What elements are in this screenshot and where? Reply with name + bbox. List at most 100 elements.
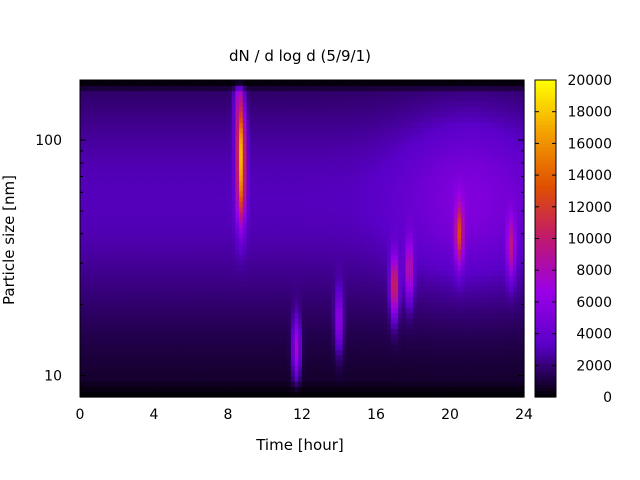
heatmap-cell [139, 185, 144, 192]
heatmap-cell [320, 254, 325, 261]
heatmap-cell [279, 116, 285, 123]
heatmap-cell [320, 317, 325, 324]
heatmap-cell [342, 296, 347, 303]
heatmap-cell [353, 217, 359, 224]
heatmap-cell [179, 301, 185, 308]
heatmap-cell [276, 275, 281, 282]
heatmap-cell [261, 386, 266, 393]
heatmap-cell [109, 270, 114, 277]
heatmap-cell [205, 381, 211, 388]
heatmap-cell [376, 275, 381, 282]
heatmap-cell [309, 301, 314, 308]
heatmap-cell [198, 270, 203, 277]
heatmap-cell [117, 317, 122, 324]
heatmap-cell [161, 127, 166, 134]
heatmap-cell [339, 180, 344, 187]
heatmap-cell [257, 360, 262, 366]
heatmap-cell [246, 217, 251, 224]
heatmap-cell [324, 106, 329, 113]
heatmap-cell [320, 85, 325, 92]
heatmap-cell [91, 122, 96, 129]
heatmap-cell [168, 80, 174, 86]
heatmap-cell [113, 106, 118, 113]
heatmap-cell [161, 249, 166, 255]
heatmap-cell [250, 227, 255, 234]
heatmap-cell [209, 243, 214, 250]
heatmap-cell [276, 291, 281, 298]
heatmap-cell [113, 201, 118, 208]
heatmap-cell [246, 143, 251, 150]
heatmap-cell [228, 344, 233, 351]
heatmap-cell [154, 101, 159, 108]
heatmap-cell [279, 301, 285, 308]
heatmap-cell [305, 206, 310, 213]
heatmap-cell [357, 106, 362, 113]
heatmap-cell [294, 254, 299, 261]
heatmap-cell [165, 360, 170, 366]
heatmap-cell [350, 233, 355, 240]
heatmap-cell [361, 180, 366, 187]
heatmap-cell [117, 333, 122, 340]
heatmap-cell [364, 222, 370, 229]
heatmap-cell [268, 333, 273, 340]
heatmap-cell [353, 280, 359, 287]
heatmap-cell [187, 212, 192, 218]
heatmap-cell [202, 95, 207, 102]
heatmap-cell [216, 222, 222, 229]
heatmap-cell [113, 80, 118, 86]
heatmap-cell [228, 238, 233, 245]
heatmap-cell [157, 80, 162, 86]
heatmap-cell [235, 175, 240, 181]
heatmap-cell [154, 243, 159, 250]
heatmap-cell [198, 365, 203, 372]
heatmap-cell [242, 386, 248, 393]
heatmap-cell [94, 175, 100, 181]
heatmap-cell [87, 333, 92, 340]
heatmap-cell [268, 164, 273, 171]
heatmap-cell [313, 349, 318, 356]
heatmap-cell [361, 185, 366, 192]
heatmap-cell [265, 238, 270, 245]
heatmap-cell [305, 106, 310, 113]
heatmap-cell [191, 360, 196, 366]
heatmap-cell [265, 132, 270, 139]
heatmap-cell [142, 381, 148, 388]
heatmap-cell [98, 85, 103, 92]
heatmap-cell [161, 180, 166, 187]
heatmap-cell [335, 212, 340, 218]
heatmap-cell [368, 391, 373, 398]
heatmap-cell [346, 243, 351, 250]
heatmap-cell [290, 175, 296, 181]
heatmap-cell [176, 101, 181, 108]
heatmap-cell [83, 212, 88, 218]
heatmap-cell [257, 175, 262, 181]
heatmap-cell [350, 222, 355, 229]
heatmap-cell [331, 106, 336, 113]
heatmap-cell [172, 185, 177, 192]
heatmap-cell [198, 196, 203, 203]
heatmap-cell [187, 254, 192, 261]
heatmap-cell [335, 138, 340, 144]
heatmap-cell [290, 243, 296, 250]
heatmap-cell [94, 238, 100, 245]
heatmap-cell [376, 101, 381, 108]
heatmap-cell [154, 80, 159, 86]
heatmap-cell [131, 169, 137, 176]
heatmap-cell [361, 80, 366, 86]
heatmap-cell [128, 280, 133, 287]
heatmap-cell [361, 312, 366, 319]
heatmap-cell [253, 106, 259, 113]
heatmap-cell [131, 206, 137, 213]
heatmap-cell [87, 259, 92, 266]
heatmap-cell [83, 169, 88, 176]
heatmap-cell [353, 127, 359, 134]
heatmap-cell [294, 138, 299, 144]
heatmap-cell [80, 391, 85, 398]
heatmap-cell [220, 185, 225, 192]
heatmap-cell [246, 243, 251, 250]
heatmap-cell [368, 217, 373, 224]
heatmap-cell [253, 354, 259, 361]
heatmap-cell [157, 301, 162, 308]
heatmap-cell [242, 153, 248, 160]
heatmap-cell [202, 185, 207, 192]
